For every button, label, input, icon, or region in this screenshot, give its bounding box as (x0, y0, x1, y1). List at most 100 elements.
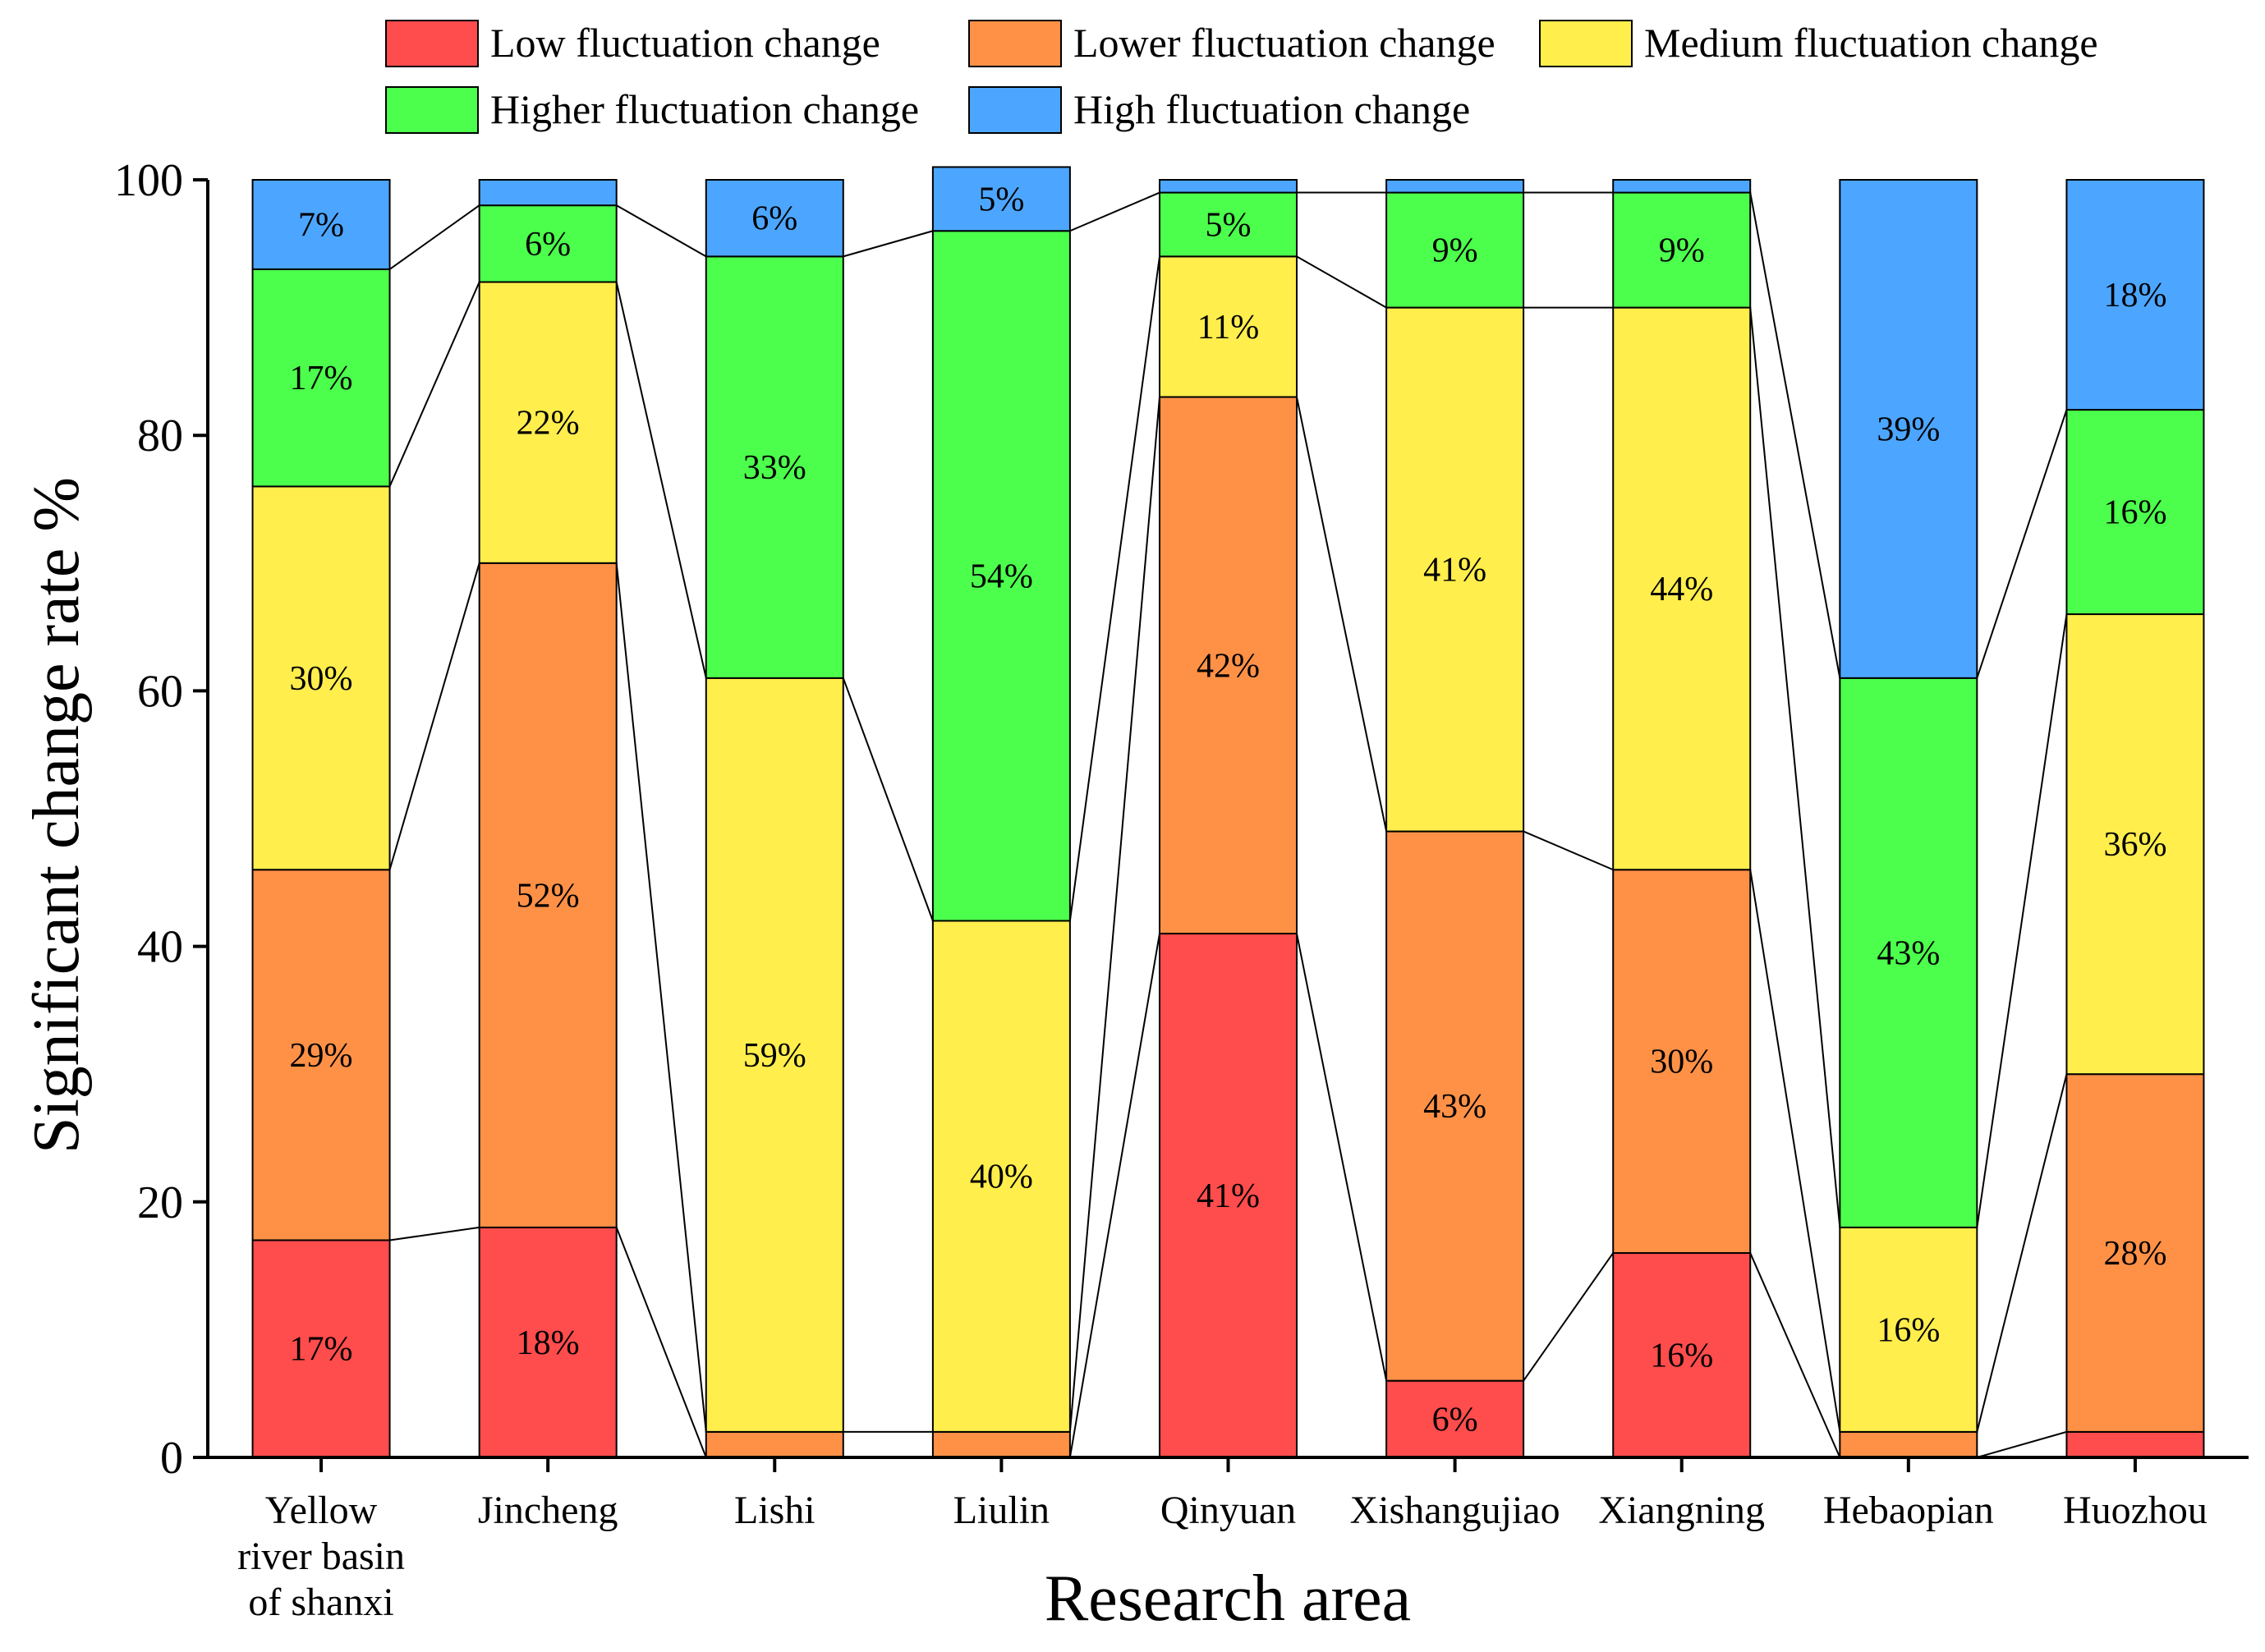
x-tick-label: Xiangning (1598, 1489, 1765, 1532)
x-tick-label: Yellow river basin of shanxi (237, 1489, 405, 1624)
x-tick-label: Xishangujiao (1350, 1489, 1560, 1532)
data-label: 6% (1432, 1401, 1478, 1439)
bar-segment (1612, 306, 1752, 871)
bar-segment (1839, 677, 1978, 1228)
x-tick-label: Huozhou (2063, 1489, 2208, 1532)
x-tick-label: Liulin (953, 1489, 1050, 1532)
connector-line (1296, 933, 1388, 1381)
data-label: 29% (290, 1037, 353, 1075)
legend-swatch (968, 20, 1062, 67)
y-tick-label: 80 (137, 411, 183, 461)
connector-line (842, 677, 934, 921)
data-label: 9% (1432, 232, 1478, 270)
bar-segment (2065, 613, 2205, 1076)
connector-line (1523, 1252, 1615, 1382)
bar-segment (478, 179, 618, 207)
bar-segment (251, 1239, 391, 1458)
x-tick-label: Jincheng (478, 1489, 618, 1532)
connector-line (1977, 1430, 2067, 1458)
data-label: 5% (1206, 206, 1252, 244)
connector-line (1068, 256, 1160, 921)
legend-label: Low fluctuation change (490, 20, 880, 66)
y-tick-label: 40 (137, 922, 183, 973)
connector-line (1068, 933, 1160, 1458)
x-axis-title: Research area (1045, 1563, 1411, 1635)
connector-line (1976, 409, 2068, 679)
data-label: 18% (2103, 277, 2166, 314)
connector-line (1296, 397, 1388, 832)
data-label: 40% (970, 1159, 1033, 1196)
bar-segment (1612, 1252, 1752, 1459)
connector-line (388, 562, 480, 870)
connector-line (1749, 870, 1841, 1433)
data-label: 6% (525, 226, 571, 264)
bar-segment (1385, 1379, 1525, 1459)
bar-segment (1159, 255, 1298, 398)
bar-segment (1612, 179, 1752, 194)
bar-segment (251, 179, 391, 270)
bar-segment (251, 268, 391, 488)
bar-segment (1159, 191, 1298, 258)
legend-swatch (385, 20, 479, 67)
axes: 0 20 40 60 80 100 Yellow river basin of shanxi Ji… (114, 155, 2249, 1624)
y-tick-label: 60 (137, 666, 183, 717)
data-label: 7% (298, 206, 344, 244)
data-label: 41% (1423, 552, 1486, 590)
bar-segment (2065, 1073, 2205, 1433)
bar-segment (705, 255, 844, 679)
bar-segment (1385, 306, 1525, 833)
data-label: 16% (1877, 1311, 1940, 1349)
bar-segment (1612, 191, 1752, 309)
data-label: 36% (2103, 826, 2166, 864)
bar-segment (931, 166, 1071, 232)
bars (251, 166, 2205, 1459)
data-label: 5% (978, 181, 1024, 218)
connector-line (1749, 192, 1841, 679)
connector-line (1749, 307, 1841, 1228)
connector-line (843, 230, 934, 258)
bar-segment (2065, 409, 2205, 616)
y-tick-label: 0 (160, 1433, 183, 1484)
bar-segment (2065, 1430, 2205, 1459)
data-label: 28% (2103, 1235, 2166, 1273)
bar-segment (931, 920, 1071, 1433)
data-label: 42% (1197, 647, 1260, 685)
y-tick-label: 100 (114, 155, 183, 206)
x-tick-label: Hebaopian (1823, 1489, 1994, 1532)
bar-segment (931, 1430, 1071, 1459)
legend-label: High fluctuation change (1073, 86, 1470, 132)
connector-line (615, 282, 707, 679)
bar-segment (478, 1226, 618, 1459)
data-label: 33% (743, 449, 806, 487)
bar-segment (251, 485, 391, 871)
connector-line (615, 562, 707, 1432)
legend-label: Medium fluctuation change (1644, 20, 2098, 66)
connector-line (388, 282, 480, 487)
legend-swatch (385, 86, 479, 134)
bar-segment (705, 1430, 844, 1459)
legend-label: Lower fluctuation change (1073, 20, 1495, 66)
data-label: 41% (1197, 1177, 1260, 1215)
bar-segment (1839, 179, 1978, 679)
data-label: 9% (1659, 232, 1705, 270)
x-tick-label: Lishi (734, 1489, 815, 1532)
bar-segment (1159, 179, 1298, 194)
bar-segment (2065, 179, 2205, 411)
x-tick-label: Qinyuan (1160, 1489, 1296, 1532)
legend-swatch (968, 86, 1062, 134)
connector-line (1976, 1073, 2068, 1433)
data-label: 17% (290, 360, 353, 397)
segment-labels: 17% 18% 41% 6% 16% 29% 52% 42% 43% 30% 28% 30% 22% 59… (290, 181, 2167, 1439)
data-label: 44% (1650, 571, 1713, 608)
data-label: 43% (1423, 1088, 1486, 1126)
data-label: 30% (290, 660, 353, 698)
connector-line (616, 204, 707, 258)
bar-segment (1385, 830, 1525, 1382)
data-label: 18% (517, 1324, 580, 1362)
data-label: 52% (517, 877, 580, 915)
connector-line (388, 204, 480, 270)
bar-segment (1839, 1430, 1978, 1459)
bar-segment (931, 230, 1071, 922)
data-label: 39% (1877, 411, 1940, 448)
data-label: 16% (1650, 1338, 1713, 1375)
